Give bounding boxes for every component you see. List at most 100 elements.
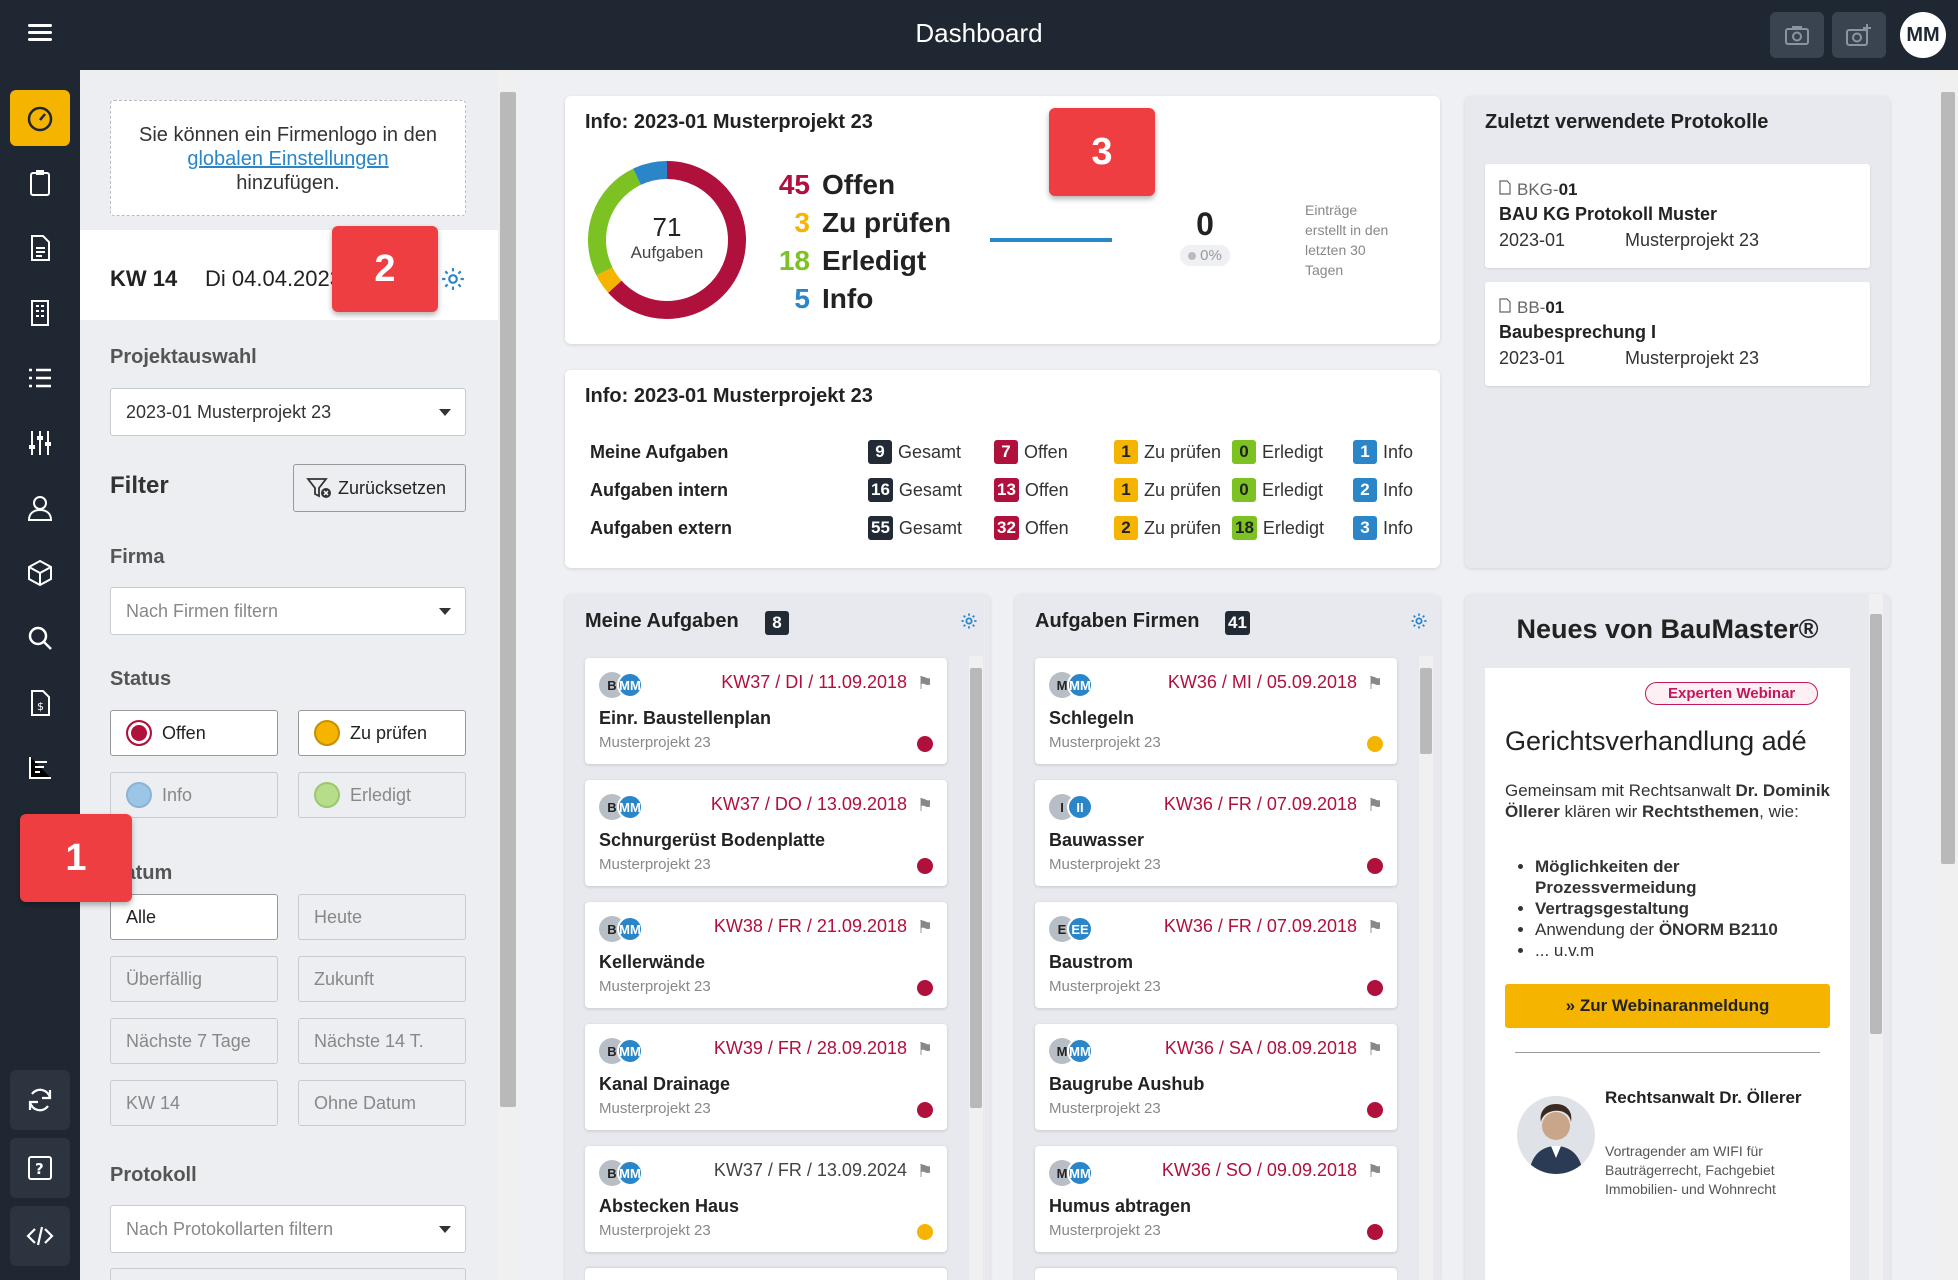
rail-invoices[interactable]: $: [10, 675, 70, 731]
rail-settings[interactable]: [10, 415, 70, 471]
task-item[interactable]: B MM KW37 / DO / 13.09.2018 ⚑ Schnurgerüst B…: [585, 780, 947, 886]
datum-kw[interactable]: KW 14: [110, 1080, 278, 1126]
breakdown-pruefen[interactable]: 1 Zu prüfen: [1114, 478, 1221, 502]
webinar-register-button[interactable]: » Zur Webinaranmeldung: [1505, 984, 1830, 1028]
breakdown-offen[interactable]: 7 Offen: [994, 440, 1068, 464]
breakdown-pruefen-label: Zu prüfen: [1144, 517, 1222, 538]
flag-icon[interactable]: ⚑: [916, 795, 933, 815]
breakdown-gesamt[interactable]: 9 Gesamt: [868, 440, 961, 464]
flag-icon[interactable]: ⚑: [916, 917, 933, 937]
task-name: Humus abtragen: [1049, 1196, 1192, 1216]
building-icon: [31, 300, 49, 326]
company-tasks-scrollbar[interactable]: [1419, 656, 1433, 1280]
breakdown-info[interactable]: 2 Info: [1353, 478, 1413, 502]
datum-heute[interactable]: Heute: [298, 894, 466, 940]
firma-filter-select[interactable]: Nach Firmen filtern: [110, 587, 466, 635]
rail-sync[interactable]: [10, 1070, 70, 1130]
rail-help[interactable]: ?: [10, 1138, 70, 1198]
settings-gear-icon[interactable]: [440, 266, 466, 292]
task-item[interactable]: I II KW36 / FR / 07.09.2018 ⚑ Bauwasser Muste…: [1035, 780, 1397, 886]
news-headline: Gerichtsverhandlung adé: [1505, 726, 1807, 756]
flag-icon[interactable]: ⚑: [1366, 1039, 1383, 1059]
filter-scrollbar[interactable]: [498, 70, 518, 1280]
settings-gear-icon[interactable]: [1410, 612, 1428, 630]
rail-search[interactable]: [10, 610, 70, 666]
flag-icon[interactable]: ⚑: [1366, 917, 1383, 937]
user-icon: [27, 496, 53, 521]
recent-protocol-item[interactable]: BB-01 Baubesprechung I 2023-01 Musterprojek…: [1485, 282, 1870, 386]
datum-14-tage[interactable]: Nächste 14 T.: [298, 1018, 466, 1064]
datum-alle[interactable]: Alle: [110, 894, 278, 940]
rail-tasks[interactable]: [10, 155, 70, 211]
breakdown-info[interactable]: 1 Info: [1353, 440, 1413, 464]
reset-filter-button[interactable]: Zurücksetzen: [293, 464, 466, 512]
task-item[interactable]: M MM KW36 / SA / 08.09.2018 ⚑ Baugrube Aushu…: [1035, 1024, 1397, 1130]
datum-ueberfaellig[interactable]: Überfällig: [110, 956, 278, 1002]
task-project: Musterprojekt 23: [599, 734, 711, 751]
rail-reports[interactable]: [10, 740, 70, 796]
chevron-down-icon: [439, 608, 451, 615]
flag-icon[interactable]: ⚑: [1366, 1161, 1383, 1181]
breakdown-erledigt[interactable]: 0 Erledigt: [1232, 478, 1323, 502]
breakdown-offen[interactable]: 13 Offen: [994, 478, 1069, 502]
protocol-name: BAU KG Protokoll Muster: [1499, 204, 1718, 224]
add-photo-button[interactable]: [1832, 12, 1886, 58]
task-item[interactable]: B MM KW39 / FR / 28.09.2018 ⚑ Kanal Drainage…: [585, 1024, 947, 1130]
task-item[interactable]: M MM KW36 / MI / 05.09.2018 ⚑ Schlegeln Muste…: [1035, 658, 1397, 764]
breakdown-row-label: Aufgaben intern: [590, 480, 728, 500]
breakdown-gesamt[interactable]: 55 Gesamt: [868, 516, 962, 540]
task-item[interactable]: E EE KW36 / FR / 07.09.2018 ⚑ Baustrom Muster…: [1035, 902, 1397, 1008]
task-item[interactable]: B MM KW37 / FR / 13.09.2024 ⚑ Abstecken Haus…: [585, 1146, 947, 1252]
datum-7-tage[interactable]: Nächste 7 Tage: [110, 1018, 278, 1064]
main-scrollbar[interactable]: [1938, 70, 1958, 1280]
user-avatar[interactable]: MM: [1900, 12, 1946, 58]
breakdown-offen[interactable]: 32 Offen: [994, 516, 1069, 540]
flag-icon[interactable]: ⚑: [1366, 673, 1383, 693]
news-scrollbar[interactable]: [1869, 594, 1883, 1280]
camera-icon: [1785, 26, 1809, 45]
rail-protocols[interactable]: [10, 220, 70, 276]
my-tasks-scrollbar[interactable]: [969, 656, 983, 1280]
breakdown-gesamt[interactable]: 16 Gesamt: [868, 478, 962, 502]
task-item[interactable]: [1035, 1268, 1397, 1280]
status-info-toggle[interactable]: Info: [110, 772, 278, 818]
datum-ohne[interactable]: Ohne Datum: [298, 1080, 466, 1126]
status-erledigt-toggle[interactable]: Erledigt: [298, 772, 466, 818]
entries-caption-line: Einträge: [1305, 202, 1358, 218]
flag-icon[interactable]: ⚑: [916, 1039, 933, 1059]
rail-materials[interactable]: [10, 545, 70, 601]
task-item[interactable]: B MM KW37 / DI / 11.09.2018 ⚑ Einr. Baustell…: [585, 658, 947, 764]
rail-developer[interactable]: [10, 1206, 70, 1266]
flag-icon[interactable]: ⚑: [916, 673, 933, 693]
flag-icon[interactable]: ⚑: [916, 1161, 933, 1181]
status-offen-toggle[interactable]: Offen: [110, 710, 278, 756]
sliders-icon: [29, 431, 51, 455]
hamburger-menu-icon[interactable]: [24, 20, 56, 50]
breakdown-offen-label: Offen: [1024, 479, 1069, 500]
task-item[interactable]: [585, 1268, 947, 1280]
breakdown-pruefen[interactable]: 2 Zu prüfen: [1114, 516, 1221, 540]
flag-icon[interactable]: ⚑: [1366, 795, 1383, 815]
rail-dashboard[interactable]: [10, 90, 70, 146]
task-item[interactable]: B MM KW38 / FR / 21.09.2018 ⚑ Kellerwände Mus…: [585, 902, 947, 1008]
breakdown-erledigt[interactable]: 18 Erledigt: [1232, 516, 1324, 540]
datum-zukunft[interactable]: Zukunft: [298, 956, 466, 1002]
task-due-date: KW39 / FR / 28.09.2018: [713, 1038, 907, 1058]
breakdown-info[interactable]: 3 Info: [1353, 516, 1413, 540]
breakdown-erledigt[interactable]: 0 Erledigt: [1232, 440, 1323, 464]
settings-gear-icon[interactable]: [960, 612, 978, 630]
protokoll-filter-select[interactable]: Nach Protokollarten filtern: [110, 1205, 466, 1253]
breakdown-pruefen[interactable]: 1 Zu prüfen: [1114, 440, 1221, 464]
rail-projects[interactable]: [10, 285, 70, 341]
rail-contacts[interactable]: [10, 480, 70, 536]
recent-protocol-item[interactable]: BKG-01 BAU KG Protokoll Muster 2023-01 Must…: [1485, 164, 1870, 268]
breakdown-row: Aufgaben intern 16 Gesamt 13 Offen 1 Zu prüfen…: [590, 474, 1420, 512]
task-project: Musterprojekt 23: [1049, 734, 1161, 751]
task-item[interactable]: M MM KW36 / SO / 09.09.2018 ⚑ Humus abtragen…: [1035, 1146, 1397, 1252]
rail-lists[interactable]: [10, 350, 70, 406]
global-settings-link[interactable]: globalen Einstellungen: [187, 148, 389, 170]
camera-button[interactable]: [1770, 12, 1824, 58]
breakdown-info-label: Info: [1383, 441, 1414, 462]
project-select[interactable]: 2023-01 Musterprojekt 23: [110, 388, 466, 436]
status-pruefen-toggle[interactable]: Zu prüfen: [298, 710, 466, 756]
